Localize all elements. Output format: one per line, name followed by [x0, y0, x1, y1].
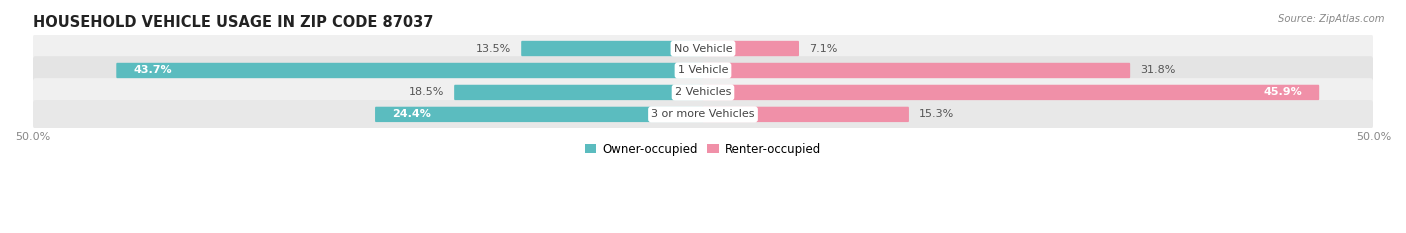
- Text: 45.9%: 45.9%: [1264, 87, 1302, 97]
- FancyBboxPatch shape: [702, 41, 799, 56]
- Text: 43.7%: 43.7%: [134, 65, 172, 75]
- Text: 31.8%: 31.8%: [1140, 65, 1175, 75]
- Text: 1 Vehicle: 1 Vehicle: [678, 65, 728, 75]
- FancyBboxPatch shape: [454, 85, 704, 100]
- Text: Source: ZipAtlas.com: Source: ZipAtlas.com: [1278, 14, 1385, 24]
- Text: 13.5%: 13.5%: [477, 44, 512, 54]
- Legend: Owner-occupied, Renter-occupied: Owner-occupied, Renter-occupied: [579, 138, 827, 161]
- Text: 2 Vehicles: 2 Vehicles: [675, 87, 731, 97]
- FancyBboxPatch shape: [702, 107, 908, 122]
- Text: 24.4%: 24.4%: [392, 110, 430, 119]
- Text: 3 or more Vehicles: 3 or more Vehicles: [651, 110, 755, 119]
- FancyBboxPatch shape: [702, 85, 1319, 100]
- FancyBboxPatch shape: [32, 100, 1374, 129]
- Text: 7.1%: 7.1%: [808, 44, 838, 54]
- FancyBboxPatch shape: [522, 41, 704, 56]
- Text: 18.5%: 18.5%: [409, 87, 444, 97]
- FancyBboxPatch shape: [702, 63, 1130, 78]
- Text: No Vehicle: No Vehicle: [673, 44, 733, 54]
- FancyBboxPatch shape: [32, 34, 1374, 63]
- Text: HOUSEHOLD VEHICLE USAGE IN ZIP CODE 87037: HOUSEHOLD VEHICLE USAGE IN ZIP CODE 8703…: [32, 15, 433, 30]
- FancyBboxPatch shape: [375, 107, 704, 122]
- Text: 15.3%: 15.3%: [920, 110, 955, 119]
- FancyBboxPatch shape: [32, 56, 1374, 85]
- FancyBboxPatch shape: [117, 63, 704, 78]
- FancyBboxPatch shape: [32, 78, 1374, 107]
